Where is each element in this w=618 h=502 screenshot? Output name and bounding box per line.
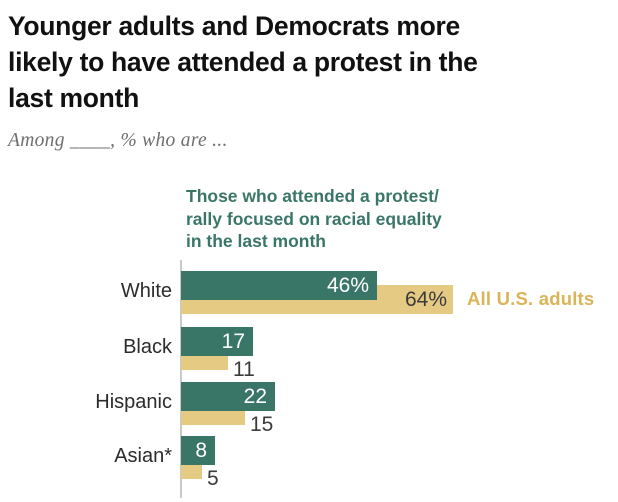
category-label: Black: [123, 336, 172, 358]
bar-value-label: 11: [233, 358, 255, 381]
category-label: Asian*: [114, 445, 172, 467]
chart-title: Younger adults and Democrats more likely…: [8, 11, 478, 113]
y-axis-line: [180, 260, 182, 498]
bar-value-label: 17: [221, 330, 245, 353]
bar-value-label: 5: [207, 467, 219, 490]
bar-attended-protest: 22: [181, 382, 275, 411]
category-label: White: [120, 280, 172, 302]
bar-value-label: 46%: [326, 274, 369, 297]
bar-value-label: 64%: [404, 288, 447, 311]
bar-attended-protest: 8: [181, 436, 215, 465]
bar-attended-protest: 46%: [181, 271, 377, 300]
series-legend: Those who attended a protest/ rally focu…: [186, 186, 442, 251]
bar-value-label: 22: [243, 385, 267, 408]
bar-value-label: 15: [250, 413, 274, 436]
bar-value-label: 8: [195, 439, 207, 462]
category-label: Hispanic: [95, 391, 172, 413]
chart-subtitle: Among ____, % who are ...: [8, 130, 228, 151]
bar-attended-protest: 17: [181, 327, 253, 356]
all-us-adults-label: All U.S. adults: [467, 288, 595, 309]
